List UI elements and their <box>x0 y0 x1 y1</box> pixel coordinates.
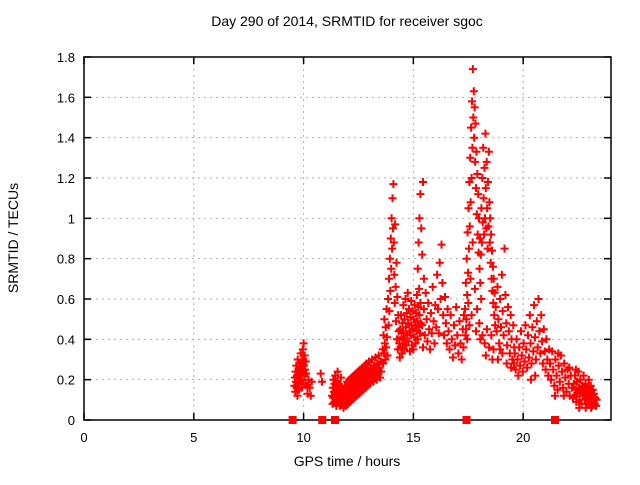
y-tick-label: 1.4 <box>57 131 75 146</box>
chart-title: Day 290 of 2014, SRMTID for receiver sgo… <box>211 13 483 29</box>
x-tick-label: 15 <box>406 430 420 445</box>
baseline-square-marker <box>462 416 471 424</box>
y-tick-label: 1.8 <box>57 50 75 65</box>
y-tick-label: 0.8 <box>57 252 75 267</box>
baseline-square-marker <box>551 416 560 424</box>
x-tick-labels: 0 5 10 15 20 <box>80 430 530 445</box>
baseline-square-marker <box>330 416 339 424</box>
y-tick-labels: 0 0.2 0.4 0.6 0.8 1 1.2 1.4 1.6 1.8 <box>57 50 75 428</box>
y-tick-label: 1 <box>68 211 75 226</box>
scatter-point-series <box>290 65 601 412</box>
y-tick-label: 0.4 <box>57 332 75 347</box>
data-points <box>288 65 601 424</box>
tick-marks <box>83 56 611 421</box>
x-tick-label: 10 <box>296 430 310 445</box>
baseline-square-marker <box>318 416 327 424</box>
plot-border <box>83 56 612 421</box>
y-tick-label: 0.2 <box>57 373 75 388</box>
x-tick-label: 5 <box>190 430 197 445</box>
y-tick-label: 0.6 <box>57 292 75 307</box>
y-tick-label: 1.2 <box>57 171 75 186</box>
y-tick-label: 1.6 <box>57 90 75 105</box>
y-axis-label: SRMTID / TECUs <box>5 183 21 293</box>
x-tick-label: 20 <box>516 430 530 445</box>
x-tick-label: 0 <box>80 430 87 445</box>
y-tick-label: 0 <box>68 413 75 428</box>
x-axis-label: GPS time / hours <box>294 453 401 469</box>
baseline-square-marker <box>288 416 297 424</box>
